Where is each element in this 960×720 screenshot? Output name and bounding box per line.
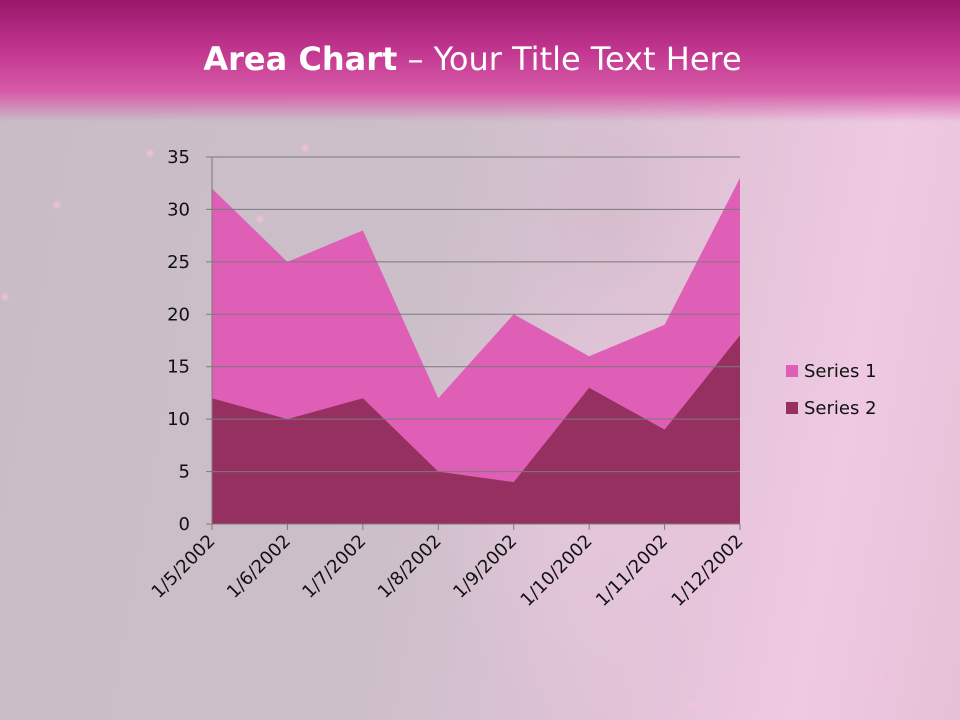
legend-label-series-1: Series 1 [804,360,877,382]
x-tick-label: 1/10/2002 [517,531,597,611]
x-tick-label: 1/12/2002 [667,531,747,611]
y-tick-label: 15 [167,357,190,378]
x-tick-label: 1/8/2002 [374,531,446,603]
title-bold: Area Chart [203,40,398,78]
series-area-2 [212,335,740,524]
legend-swatch-series-1 [786,365,798,377]
sparkle [300,143,310,153]
legend-swatch-series-2 [786,402,798,414]
y-tick-label: 10 [167,409,190,430]
title-rest: – Your Title Text Here [397,40,742,78]
sparkle [255,214,265,224]
legend-label-series-2: Series 2 [804,397,877,419]
y-tick-label: 25 [167,252,190,273]
sparkle [52,200,62,210]
background-photo-face [520,100,700,300]
x-tick-label: 1/9/2002 [449,531,521,603]
sparkle [0,292,10,302]
y-tick-label: 30 [167,199,190,220]
slide-title: Area Chart – Your Title Text Here [0,40,945,78]
x-tick-label: 1/11/2002 [592,531,672,611]
y-tick-label: 20 [167,304,190,325]
x-tick-label: 1/5/2002 [148,531,220,603]
legend-item-series-2: Series 2 [786,397,877,419]
x-tick-label: 1/7/2002 [298,531,370,603]
y-tick-label: 5 [179,462,190,483]
legend-item-series-1: Series 1 [786,360,877,382]
sparkle [875,672,885,682]
sparkle [145,148,155,158]
y-tick-label: 0 [179,514,190,535]
sparkle [688,700,698,710]
y-tick-label: 35 [167,147,190,168]
x-tick-label: 1/6/2002 [223,531,295,603]
title-bar [0,0,960,122]
